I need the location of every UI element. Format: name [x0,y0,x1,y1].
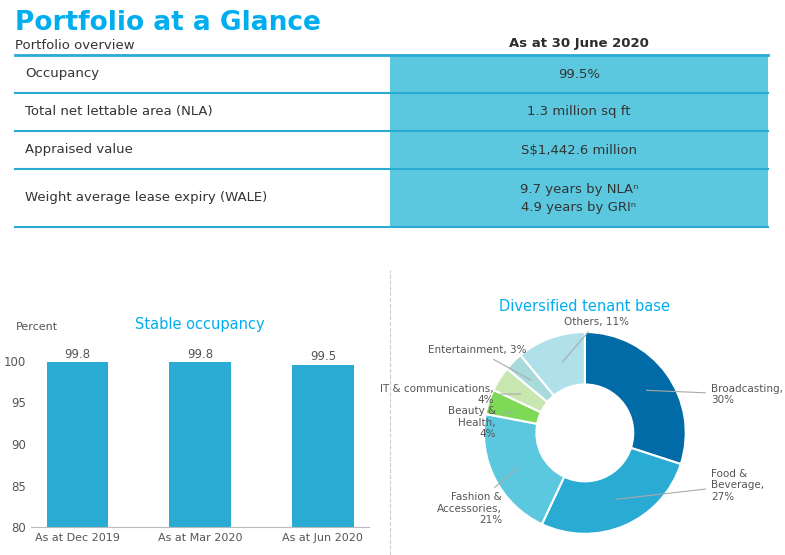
Text: Food &
Beverage,
27%: Food & Beverage, 27% [616,469,764,502]
Text: Beauty &
Health,
4%: Beauty & Health, 4% [448,406,513,440]
Text: Portfolio overview: Portfolio overview [15,39,134,52]
Text: Portfolio at a Glance: Portfolio at a Glance [15,10,321,36]
Text: 99.5%: 99.5% [558,68,600,80]
Text: IT & communications,
4%: IT & communications, 4% [381,384,520,405]
Wedge shape [585,332,686,464]
Text: Percent: Percent [16,321,58,332]
Text: Weight average lease expiry (WALE): Weight average lease expiry (WALE) [25,191,267,204]
Bar [390,93,768,131]
Bar [292,365,353,555]
Text: 9.7 years by NLAⁿ
4.9 years by GRIⁿ: 9.7 years by NLAⁿ 4.9 years by GRIⁿ [520,183,638,214]
Bar [170,362,231,555]
Text: 99.5: 99.5 [310,350,336,364]
Text: 99.8: 99.8 [187,348,214,361]
Text: As at 30 June 2020: As at 30 June 2020 [509,37,649,50]
Text: Broadcasting,
30%: Broadcasting, 30% [646,384,783,405]
Wedge shape [486,390,541,424]
Text: Fashion &
Accessories,
21%: Fashion & Accessories, 21% [437,468,518,525]
Wedge shape [520,332,585,396]
Bar [390,169,768,227]
Bar [390,131,768,169]
Text: 99.8: 99.8 [64,348,90,361]
Text: Others, 11%: Others, 11% [562,317,630,362]
Title: Diversified tenant base: Diversified tenant base [499,299,670,314]
Wedge shape [507,355,554,402]
Text: S$1,442.6 million: S$1,442.6 million [521,144,637,157]
Title: Stable occupancy: Stable occupancy [135,317,265,332]
Text: 1.3 million sq ft: 1.3 million sq ft [528,105,631,119]
Wedge shape [494,369,547,412]
Wedge shape [484,414,564,524]
Text: Total net lettable area (NLA): Total net lettable area (NLA) [25,105,213,119]
Bar [390,55,768,93]
Text: Entertainment, 3%: Entertainment, 3% [428,345,531,380]
Wedge shape [542,448,681,534]
Text: Appraised value: Appraised value [25,144,133,157]
Text: Occupancy: Occupancy [25,68,99,80]
Bar [47,362,108,555]
